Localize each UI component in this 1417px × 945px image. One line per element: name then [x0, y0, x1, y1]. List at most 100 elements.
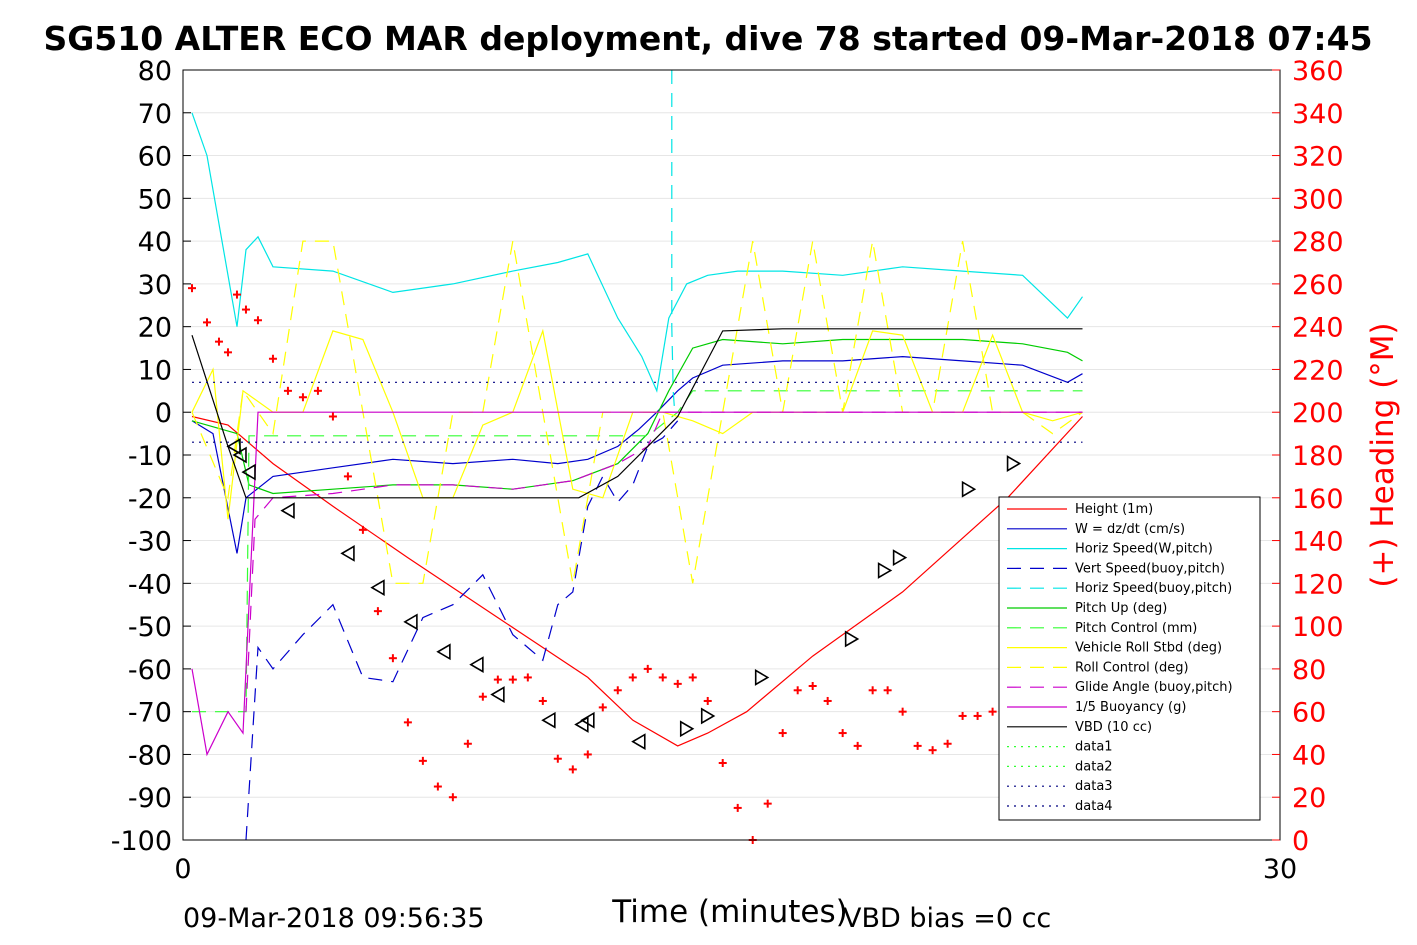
heading-point — [628, 673, 637, 682]
legend-entry: data4 — [1075, 799, 1113, 814]
heading-point — [508, 675, 517, 684]
dive-marker — [541, 711, 556, 729]
dive-marker — [370, 579, 385, 597]
x-axis-label: Time (minutes) — [611, 894, 847, 930]
legend-entry: Vehicle Roll Stbd (deg) — [1075, 641, 1222, 656]
left-tick-label: 80 — [138, 56, 172, 87]
heading-point — [388, 654, 397, 663]
heading-point — [538, 696, 547, 705]
x-tick-label: 0 — [174, 854, 191, 885]
left-tick-label: -100 — [111, 826, 172, 857]
left-tick-label: 0 — [155, 398, 172, 429]
heading-point — [433, 782, 442, 791]
left-tick-label: -80 — [128, 740, 172, 771]
left-tick-label: -20 — [128, 484, 172, 515]
left-tick-label: 10 — [138, 355, 172, 386]
right-tick-label: 20 — [1292, 783, 1326, 814]
footer-timestamp: 09-Mar-2018 09:56:35 — [183, 903, 485, 934]
dive-marker — [892, 549, 908, 567]
legend-entry: Glide Angle (buoy,pitch) — [1075, 680, 1233, 695]
heading-point — [643, 664, 652, 673]
dive-marker — [241, 463, 256, 481]
heading-point — [448, 793, 457, 802]
right-tick-label: 80 — [1292, 655, 1326, 686]
left-tick-label: 60 — [138, 142, 172, 173]
legend-entry: W = dz/dt (cm/s) — [1075, 522, 1185, 537]
heading-point — [343, 472, 352, 481]
right-tick-label: 220 — [1292, 355, 1344, 386]
left-tick-label: 20 — [138, 313, 172, 344]
right-tick-label: 40 — [1292, 740, 1326, 771]
legend-entry: Roll Control (deg) — [1075, 660, 1189, 675]
right-tick-label: 320 — [1292, 142, 1344, 173]
right-tick-label: 160 — [1292, 484, 1344, 515]
right-tick-label: 180 — [1292, 441, 1344, 472]
heading-point — [658, 673, 667, 682]
left-y-ticks: 80 70 60 50 40 30 20 10 0 -10 -20 -30 -40 -50 -60 -70 -8… — [111, 56, 191, 857]
legend-entry: Vert Speed(buoy,pitch) — [1075, 561, 1225, 576]
dive-marker — [961, 480, 977, 498]
heading-point — [688, 673, 697, 682]
series-line-1 — [191, 355, 1083, 554]
heading-point — [214, 337, 223, 346]
heading-point — [187, 284, 196, 293]
series-line-4 — [671, 70, 676, 413]
heading-point — [718, 759, 727, 767]
series-line-2 — [191, 112, 1083, 393]
heading-point — [241, 305, 250, 314]
dive-marker — [280, 502, 295, 520]
series-line-5 — [191, 338, 1083, 495]
heading-point — [202, 318, 211, 327]
left-tick-label: 50 — [138, 184, 172, 215]
heading-point — [583, 750, 592, 759]
legend-entry: data1 — [1075, 740, 1113, 755]
dive-marker — [226, 438, 241, 455]
heading-point — [763, 799, 772, 808]
dive-marker — [580, 711, 595, 729]
legend-entry: Pitch Control (mm) — [1075, 621, 1197, 636]
heading-point — [598, 703, 607, 712]
heading-point — [403, 718, 412, 727]
heading-point — [223, 348, 232, 357]
heading-point — [853, 741, 862, 750]
heading-point — [253, 316, 262, 325]
dive-marker — [631, 733, 646, 751]
heading-point — [973, 711, 982, 720]
heading-point — [958, 711, 967, 720]
x-tick-label: 30 — [1263, 854, 1297, 885]
heading-point — [943, 739, 952, 748]
heading-point — [478, 692, 487, 701]
heading-point — [673, 679, 682, 688]
left-tick-label: -50 — [128, 612, 172, 643]
right-tick-label: 200 — [1292, 398, 1344, 429]
left-tick-label: 30 — [138, 270, 172, 301]
heading-point — [928, 746, 937, 755]
right-tick-label: 280 — [1292, 227, 1344, 258]
heading-point — [298, 393, 307, 402]
dive-marker — [490, 686, 505, 703]
left-tick-label: -60 — [128, 655, 172, 686]
legend-entry: data3 — [1075, 779, 1113, 794]
left-tick-label: 70 — [138, 99, 172, 130]
dive-marker — [679, 720, 695, 738]
series-line-10 — [191, 411, 1083, 757]
dive-marker — [700, 707, 716, 725]
heading-point — [898, 707, 907, 716]
dive-marker — [1006, 455, 1022, 472]
dive-marker — [844, 630, 860, 648]
right-tick-label: 60 — [1292, 698, 1326, 729]
footer-vbd-bias: VBD bias =0 cc — [843, 903, 1051, 934]
heading-point — [733, 803, 742, 812]
legend-entry: Horiz Speed(W,pitch) — [1075, 542, 1213, 557]
heading-point — [793, 686, 802, 695]
heading-point — [703, 696, 712, 705]
dive-marker — [340, 544, 355, 562]
heading-point — [778, 729, 787, 738]
dive-marker — [469, 656, 484, 674]
left-tick-label: -30 — [128, 527, 172, 558]
left-tick-label: -10 — [128, 441, 172, 472]
right-tick-label: 340 — [1292, 99, 1344, 130]
legend-entry: 1/5 Buoyancy (g) — [1075, 700, 1186, 715]
